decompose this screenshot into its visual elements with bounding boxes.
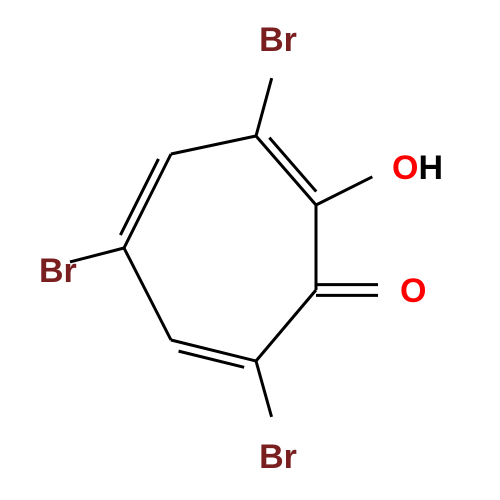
atom-label-layer: O OH Br Br Br: [39, 21, 443, 476]
bond-line: [316, 177, 372, 205]
bond-line: [171, 340, 256, 361]
bond-line: [124, 248, 171, 340]
o-atom-label: OH: [392, 149, 443, 187]
bond-line: [269, 138, 316, 192]
o-atom-label: O: [400, 272, 426, 310]
bond-line: [256, 136, 316, 205]
bond-line: [256, 290, 316, 361]
br-atom-label: Br: [259, 21, 297, 59]
bond-line: [256, 78, 272, 136]
bond-line: [70, 248, 124, 262]
bond-line: [171, 136, 256, 154]
bond-layer: [70, 78, 378, 417]
bond-line: [256, 361, 272, 417]
bond-line: [179, 351, 245, 367]
bond-line: [120, 159, 158, 235]
chemical-structure-diagram: O OH Br Br Br: [0, 0, 500, 500]
br-atom-label: Br: [39, 252, 77, 290]
bond-line: [124, 154, 171, 248]
br-atom-label: Br: [259, 438, 297, 476]
